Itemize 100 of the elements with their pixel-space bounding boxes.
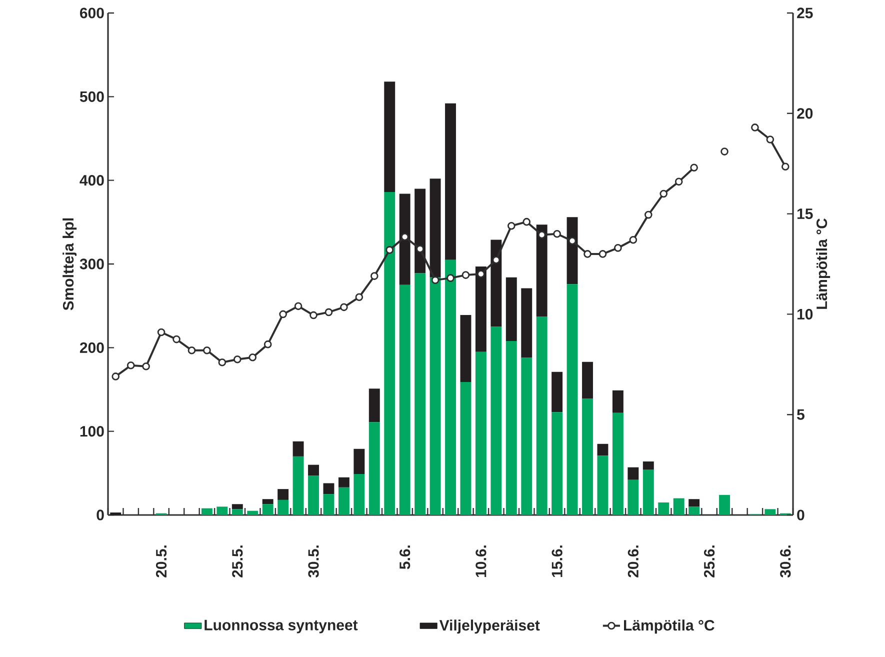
- bar: [490, 326, 502, 515]
- point: [400, 232, 409, 241]
- bar: [521, 358, 532, 515]
- bar: [216, 506, 228, 515]
- bar: [384, 82, 396, 192]
- bar: [414, 273, 426, 515]
- bar: [642, 461, 654, 470]
- bar: [232, 504, 243, 510]
- point: [142, 362, 150, 370]
- y-tick-label: 600: [80, 8, 104, 18]
- x-tick-label: 10.6.: [476, 546, 486, 577]
- point: [188, 346, 196, 354]
- bar: [308, 476, 319, 515]
- point: [690, 164, 698, 172]
- point: [553, 230, 561, 238]
- bar: [536, 224, 548, 317]
- point: [584, 250, 592, 258]
- bar: [262, 499, 274, 504]
- y2-tick-label: 0: [797, 510, 804, 520]
- y-tick-label: 100: [80, 426, 104, 437]
- point: [218, 358, 226, 366]
- point: [355, 293, 364, 302]
- bar: [338, 487, 350, 515]
- point: [644, 210, 652, 219]
- y2-tick-label: 20: [797, 108, 813, 119]
- bar: [688, 499, 700, 507]
- bar: [292, 456, 304, 515]
- bar: [445, 103, 456, 260]
- y2-axis-title: Lämpötila °C: [816, 218, 830, 309]
- bar: [490, 240, 502, 327]
- legend-label: Lämpötila °C: [624, 620, 714, 634]
- bar: [719, 494, 730, 515]
- x-tick-label: 15.6.: [552, 546, 562, 577]
- bar: [368, 388, 380, 422]
- bar: [658, 502, 670, 515]
- bar: [278, 489, 289, 500]
- bar: [597, 456, 608, 515]
- point: [386, 246, 394, 254]
- bar: [460, 315, 472, 382]
- bar: [566, 217, 578, 284]
- bar: [536, 316, 548, 515]
- bar: [399, 194, 410, 285]
- point: [598, 250, 607, 258]
- bar: [247, 510, 258, 515]
- bar: [338, 477, 350, 488]
- y-tick-label: 0: [96, 510, 104, 520]
- bar: [506, 340, 517, 515]
- point: [720, 148, 728, 156]
- point: [629, 236, 638, 244]
- point: [568, 237, 576, 245]
- bar: [673, 498, 684, 515]
- y-tick-label: 200: [80, 342, 104, 353]
- bar: [384, 192, 396, 515]
- point: [248, 353, 257, 362]
- y2-tick-label: 15: [797, 208, 813, 220]
- y-tick-label: 500: [80, 91, 104, 102]
- bar: [764, 509, 776, 515]
- point: [507, 222, 516, 230]
- bar: [201, 508, 212, 515]
- bar: [323, 483, 334, 494]
- x-tick-label: 25.6.: [704, 546, 715, 578]
- bar: [308, 464, 319, 476]
- point: [203, 346, 211, 354]
- bar: [521, 288, 532, 358]
- bar: [582, 398, 593, 515]
- point: [112, 372, 120, 380]
- point: [310, 311, 318, 320]
- x-tick-label: 20.6.: [628, 546, 638, 578]
- bar: [628, 480, 639, 515]
- x-tick-label: 20.5.: [156, 546, 167, 578]
- point: [674, 178, 683, 186]
- bar: [688, 506, 700, 515]
- point: [660, 190, 668, 198]
- y-axis-title: Smoltteja kpl: [62, 218, 77, 310]
- bar: [566, 284, 578, 515]
- point: [126, 362, 135, 370]
- y2-tick-label: 5: [796, 409, 804, 420]
- bar: [262, 504, 274, 515]
- x-tick-label: 30.6.: [780, 546, 791, 578]
- legend-label: Luonnossa syntyneet: [204, 620, 358, 634]
- bar: [368, 422, 380, 515]
- bar: [323, 494, 334, 515]
- point: [751, 124, 759, 132]
- bar: [506, 277, 517, 341]
- point: [324, 308, 333, 316]
- point: [446, 274, 454, 282]
- legend-label: Viljelyperäiset: [439, 620, 540, 634]
- bar: [597, 444, 608, 456]
- x-tick-label: 5.6.: [400, 546, 410, 570]
- point: [279, 310, 287, 318]
- point: [538, 230, 546, 239]
- point: [614, 244, 622, 252]
- point: [172, 335, 180, 344]
- point: [157, 328, 166, 336]
- bar: [232, 509, 243, 515]
- point: [340, 303, 348, 312]
- x-tick-label: 30.5.: [308, 546, 319, 578]
- point: [766, 136, 774, 144]
- bar: [460, 382, 472, 515]
- bar: [292, 441, 304, 456]
